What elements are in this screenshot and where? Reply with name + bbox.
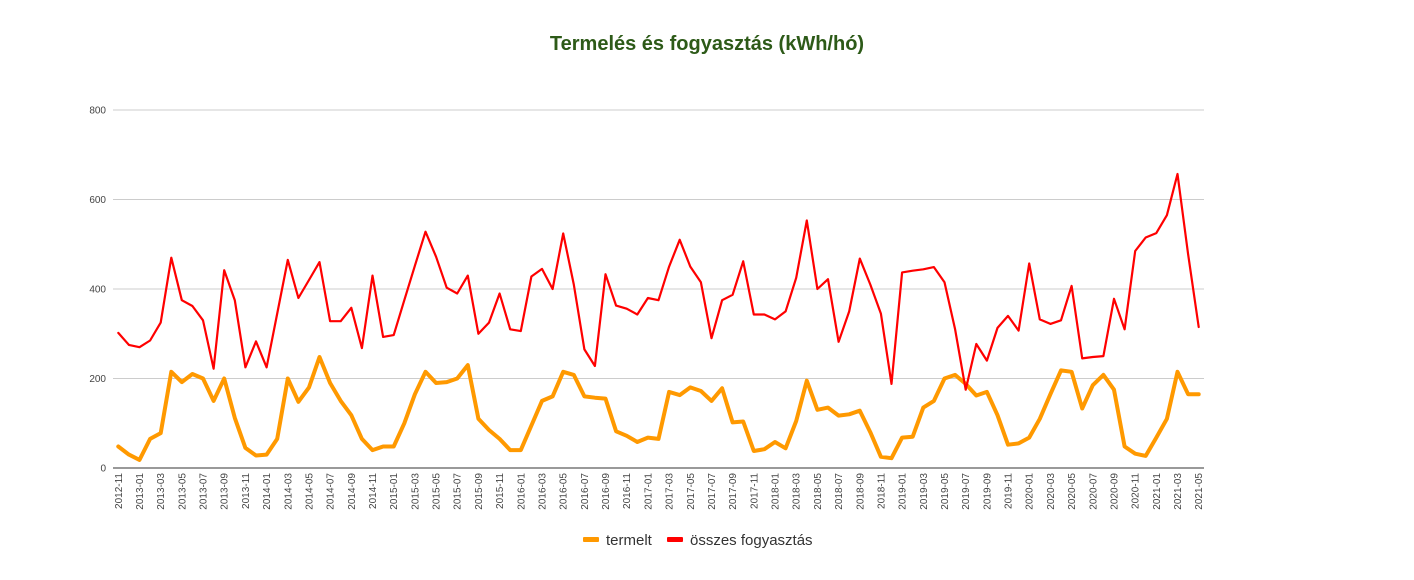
x-tick-label: 2020-03 [1046,473,1057,510]
x-axis-ticks: 2012-11 2013-01 2013-03 2013-05 2013-07 2013-… [114,473,1205,510]
x-tick-label: 2016-01 [516,473,527,510]
x-tick-label: 2015-05 [432,473,443,510]
x-tick-label: 2019-01 [898,473,909,510]
x-tick-label: 2016-07 [580,473,591,510]
x-tick-label: 2020-01 [1025,473,1036,510]
x-tick-label: 2019-09 [982,473,993,510]
y-tick-label: 800 [89,106,106,117]
x-tick-label: 2013-07 [199,473,210,510]
y-tick-label: 600 [89,195,106,206]
x-tick-label: 2021-05 [1194,473,1205,510]
x-tick-label: 2014-07 [326,473,337,510]
y-tick-label: 0 [100,464,106,475]
x-tick-label: 2015-11 [495,473,506,509]
y-tick-label: 400 [89,285,106,296]
x-tick-label: 2018-05 [813,473,824,510]
x-tick-label: 2020-11 [1131,473,1142,509]
x-tick-label: 2017-07 [707,473,718,510]
x-tick-label: 2018-07 [834,473,845,510]
x-tick-label: 2013-03 [156,473,167,510]
x-tick-label: 2015-07 [453,473,464,510]
x-tick-label: 2017-09 [728,473,739,510]
x-tick-label: 2020-09 [1109,473,1120,510]
x-tick-label: 2016-09 [601,473,612,510]
x-tick-label: 2014-09 [347,473,358,510]
x-tick-label: 2017-03 [665,473,676,510]
x-tick-label: 2014-11 [368,473,379,509]
x-tick-label: 2018-11 [876,473,887,509]
legend-swatch-termelt [583,537,599,542]
x-tick-label: 2018-01 [771,473,782,510]
x-tick-label: 2012-11 [114,473,125,509]
chart-title: Termelés és fogyasztás (kWh/hó) [550,33,864,55]
x-tick-label: 2018-03 [792,473,803,510]
x-tick-label: 2013-01 [135,473,146,510]
x-tick-label: 2014-05 [304,473,315,510]
x-tick-label: 2015-03 [410,473,421,510]
series-lines [116,172,1201,462]
x-tick-label: 2019-05 [940,473,951,510]
legend-swatch-osszes-fogyasztas [667,537,683,542]
x-tick-label: 2013-11 [241,473,252,509]
x-tick-label: 2018-09 [855,473,866,510]
y-tick-label: 200 [89,374,106,385]
x-tick-label: 2020-07 [1088,473,1099,510]
x-tick-label: 2015-01 [389,473,400,510]
y-axis-ticks: 0 200 400 600 800 [89,106,106,475]
x-tick-label: 2015-09 [474,473,485,510]
x-tick-label: 2019-11 [1004,473,1015,509]
x-tick-label: 2016-03 [537,473,548,510]
x-tick-label: 2013-09 [220,473,231,510]
x-tick-label: 2016-05 [559,473,570,510]
legend-label-termelt: termelt [606,532,653,549]
x-tick-label: 2017-01 [643,473,654,510]
x-tick-label: 2019-03 [919,473,930,510]
x-tick-label: 2014-01 [262,473,273,510]
x-tick-label: 2019-07 [961,473,972,510]
legend: termelt összes fogyasztás [583,532,813,549]
x-tick-label: 2017-05 [686,473,697,510]
x-tick-label: 2020-05 [1067,473,1078,510]
x-tick-label: 2013-05 [177,473,188,510]
series-line-termelt [116,355,1201,462]
x-tick-label: 2017-11 [749,473,760,509]
legend-label-osszes-fogyasztas: összes fogyasztás [690,532,813,549]
x-tick-label: 2021-01 [1152,473,1163,510]
x-tick-label: 2021-03 [1173,473,1184,510]
x-tick-label: 2014-03 [283,473,294,510]
series-line-osszes-fogyasztas [117,172,1200,391]
x-tick-label: 2016-11 [622,473,633,509]
